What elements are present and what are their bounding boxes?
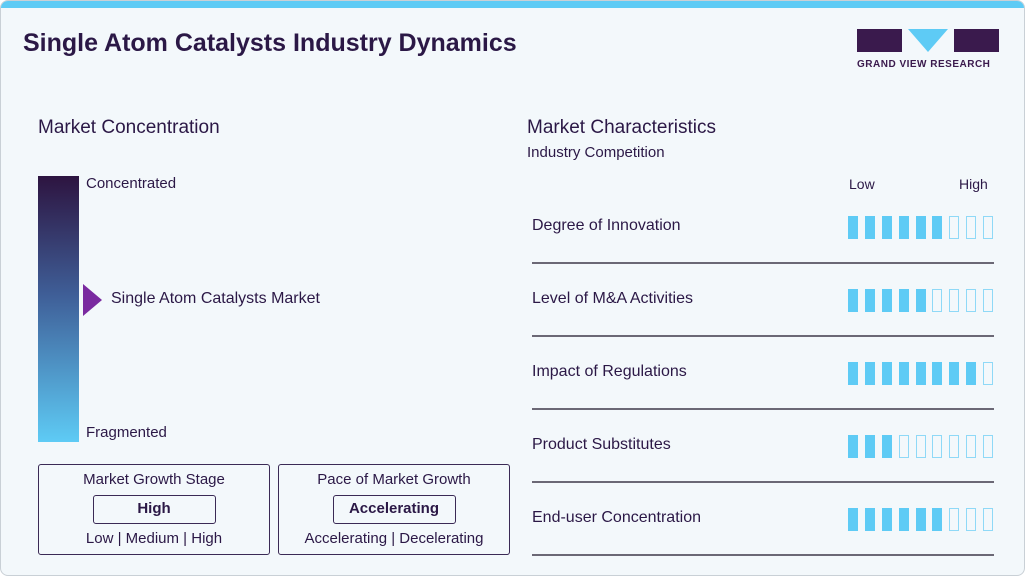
- rating-block-filled: [881, 435, 892, 458]
- rating-block-empty: [949, 508, 960, 531]
- characteristic-row: Level of M&A Activities: [532, 264, 994, 337]
- rating-block-empty: [983, 362, 994, 385]
- rating-block-filled: [966, 362, 977, 385]
- grand-view-research-logo: GRAND VIEW RESEARCH: [857, 29, 999, 73]
- market-growth-stage-box: Market Growth Stage High Low | Medium | …: [38, 464, 270, 555]
- rating-block-empty: [966, 289, 977, 312]
- rating-block-filled: [848, 435, 858, 458]
- rating-block-filled: [881, 362, 892, 385]
- growth-stage-value: High: [92, 495, 216, 524]
- rating-block-empty: [932, 289, 943, 312]
- top-accent-band: [1, 1, 1024, 8]
- rating-block-filled: [932, 362, 943, 385]
- rating-block-filled: [915, 362, 926, 385]
- scale-high-label: High: [959, 176, 988, 192]
- rating-block-filled: [848, 508, 858, 531]
- concentrated-label: Concentrated: [86, 175, 177, 192]
- characteristic-row: Impact of Regulations: [532, 337, 994, 410]
- rating-block-empty: [949, 216, 960, 239]
- characteristic-row: End-user Concentration: [532, 483, 994, 556]
- characteristic-row: Product Substitutes: [532, 410, 994, 483]
- rating-block-empty: [966, 508, 977, 531]
- rating-block-filled: [864, 216, 875, 239]
- rating-block-empty: [915, 435, 926, 458]
- rating-block-filled: [915, 508, 926, 531]
- characteristic-label: Impact of Regulations: [532, 363, 687, 380]
- rating-blocks: [848, 289, 994, 312]
- rating-block-filled: [881, 216, 892, 239]
- rating-block-empty: [983, 289, 994, 312]
- pace-options: Accelerating | Decelerating: [304, 530, 484, 547]
- market-marker-label: Single Atom Catalysts Market: [111, 290, 320, 307]
- rating-block-filled: [864, 362, 875, 385]
- rating-blocks: [848, 362, 994, 385]
- fragmented-label: Fragmented: [86, 424, 167, 441]
- rating-block-empty: [966, 216, 977, 239]
- rating-block-filled: [898, 508, 909, 531]
- market-marker-arrow-icon: [83, 284, 102, 316]
- rating-block-filled: [848, 362, 858, 385]
- rating-block-empty: [983, 508, 994, 531]
- rating-block-empty: [983, 435, 994, 458]
- characteristic-label: Degree of Innovation: [532, 217, 681, 234]
- characteristic-label: Level of M&A Activities: [532, 290, 693, 307]
- rating-block-filled: [898, 362, 909, 385]
- pace-of-growth-box: Pace of Market Growth Accelerating Accel…: [278, 464, 510, 555]
- characteristic-label: Product Substitutes: [532, 436, 671, 453]
- rating-block-empty: [949, 435, 960, 458]
- rating-block-filled: [864, 508, 875, 531]
- rating-block-filled: [864, 435, 875, 458]
- rating-block-filled: [881, 508, 892, 531]
- pace-value: Accelerating: [332, 495, 456, 524]
- rating-blocks: [848, 508, 994, 531]
- rating-blocks: [848, 216, 994, 239]
- rating-block-empty: [966, 435, 977, 458]
- rating-block-empty: [898, 435, 909, 458]
- concentration-gradient-bar: [38, 176, 79, 442]
- characteristic-row: Degree of Innovation: [532, 191, 994, 264]
- pace-title: Pace of Market Growth: [317, 471, 471, 488]
- growth-stage-title: Market Growth Stage: [83, 471, 225, 488]
- rating-block-empty: [932, 435, 943, 458]
- rating-block-filled: [915, 216, 926, 239]
- rating-block-filled: [915, 289, 926, 312]
- characteristics-subheading: Industry Competition: [527, 144, 665, 161]
- rating-block-empty: [949, 289, 960, 312]
- characteristics-heading: Market Characteristics: [527, 117, 716, 138]
- rating-block-filled: [864, 289, 875, 312]
- rating-block-filled: [949, 362, 960, 385]
- growth-stage-options: Low | Medium | High: [85, 530, 223, 547]
- rating-block-filled: [881, 289, 892, 312]
- concentration-heading: Market Concentration: [38, 117, 220, 138]
- rating-block-filled: [898, 216, 909, 239]
- rating-block-filled: [932, 508, 943, 531]
- rating-blocks: [848, 435, 994, 458]
- rating-block-empty: [983, 216, 994, 239]
- rating-block-filled: [848, 289, 858, 312]
- rating-block-filled: [932, 216, 943, 239]
- characteristic-label: End-user Concentration: [532, 509, 701, 526]
- scale-low-label: Low: [849, 176, 875, 192]
- page-title: Single Atom Catalysts Industry Dynamics: [23, 29, 517, 57]
- rating-block-filled: [898, 289, 909, 312]
- rating-block-filled: [848, 216, 858, 239]
